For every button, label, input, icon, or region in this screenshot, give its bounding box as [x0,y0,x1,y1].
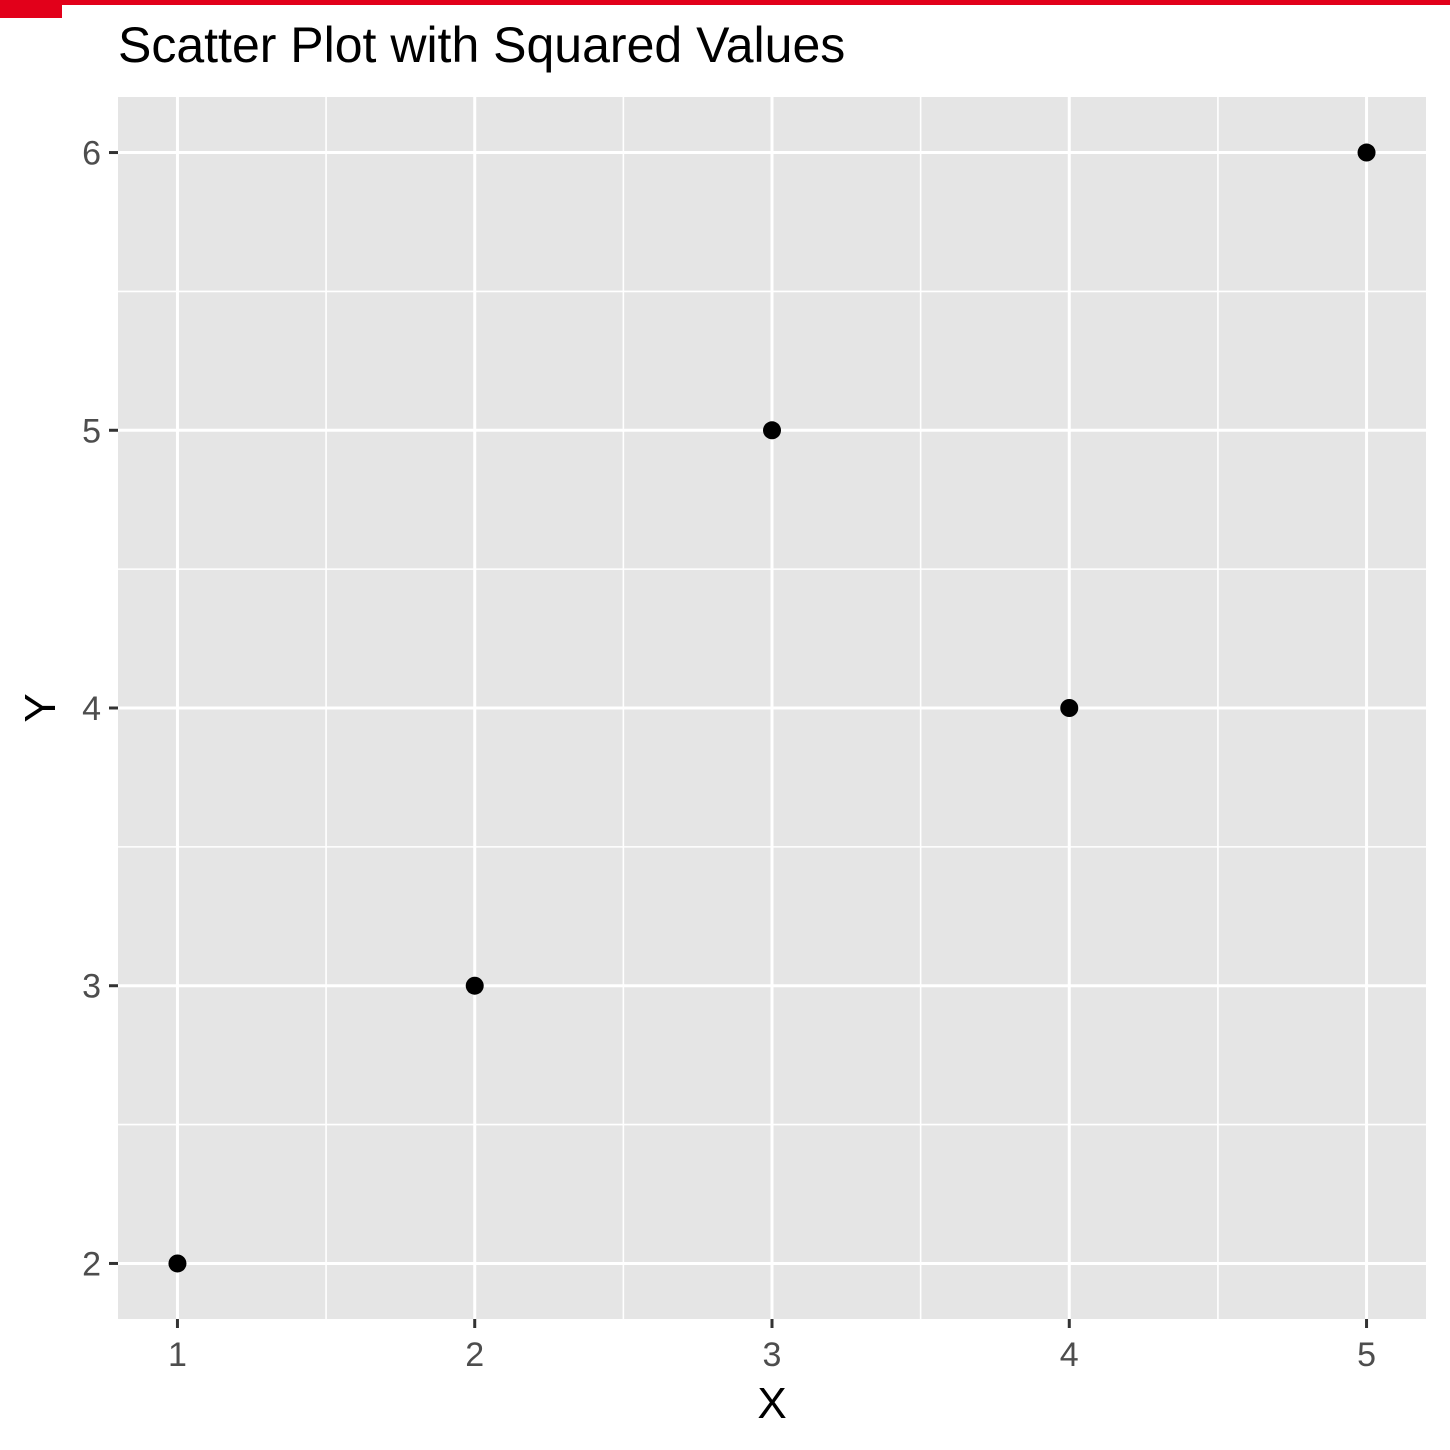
data-point [465,976,484,995]
major-gridlines [118,97,1426,1319]
y-axis-title: Y [16,693,65,722]
chart-title: Scatter Plot with Squared Values [118,17,845,73]
x-tick-label: 4 [1060,1336,1079,1374]
y-axis-ticks: 2 3 4 5 6 [82,135,118,1283]
y-tick-label: 5 [82,412,101,450]
y-tick-label: 2 [82,1245,101,1283]
x-tick-label: 5 [1357,1336,1376,1374]
data-point [1357,143,1376,162]
top-accent-tab [0,0,62,18]
x-tick-label: 3 [763,1336,782,1374]
y-tick-label: 6 [82,135,101,173]
top-accent-bar [0,0,1450,5]
x-tick-label: 1 [168,1336,187,1374]
x-axis-title: X [757,1379,786,1428]
x-axis-ticks: 1 2 3 4 5 [168,1319,1376,1374]
x-tick-label: 2 [465,1336,484,1374]
data-point [1060,699,1079,717]
data-points [168,143,1376,1273]
y-tick-label: 4 [82,690,101,728]
y-tick-label: 3 [82,968,101,1006]
data-point [763,421,781,440]
data-point [168,1254,187,1273]
